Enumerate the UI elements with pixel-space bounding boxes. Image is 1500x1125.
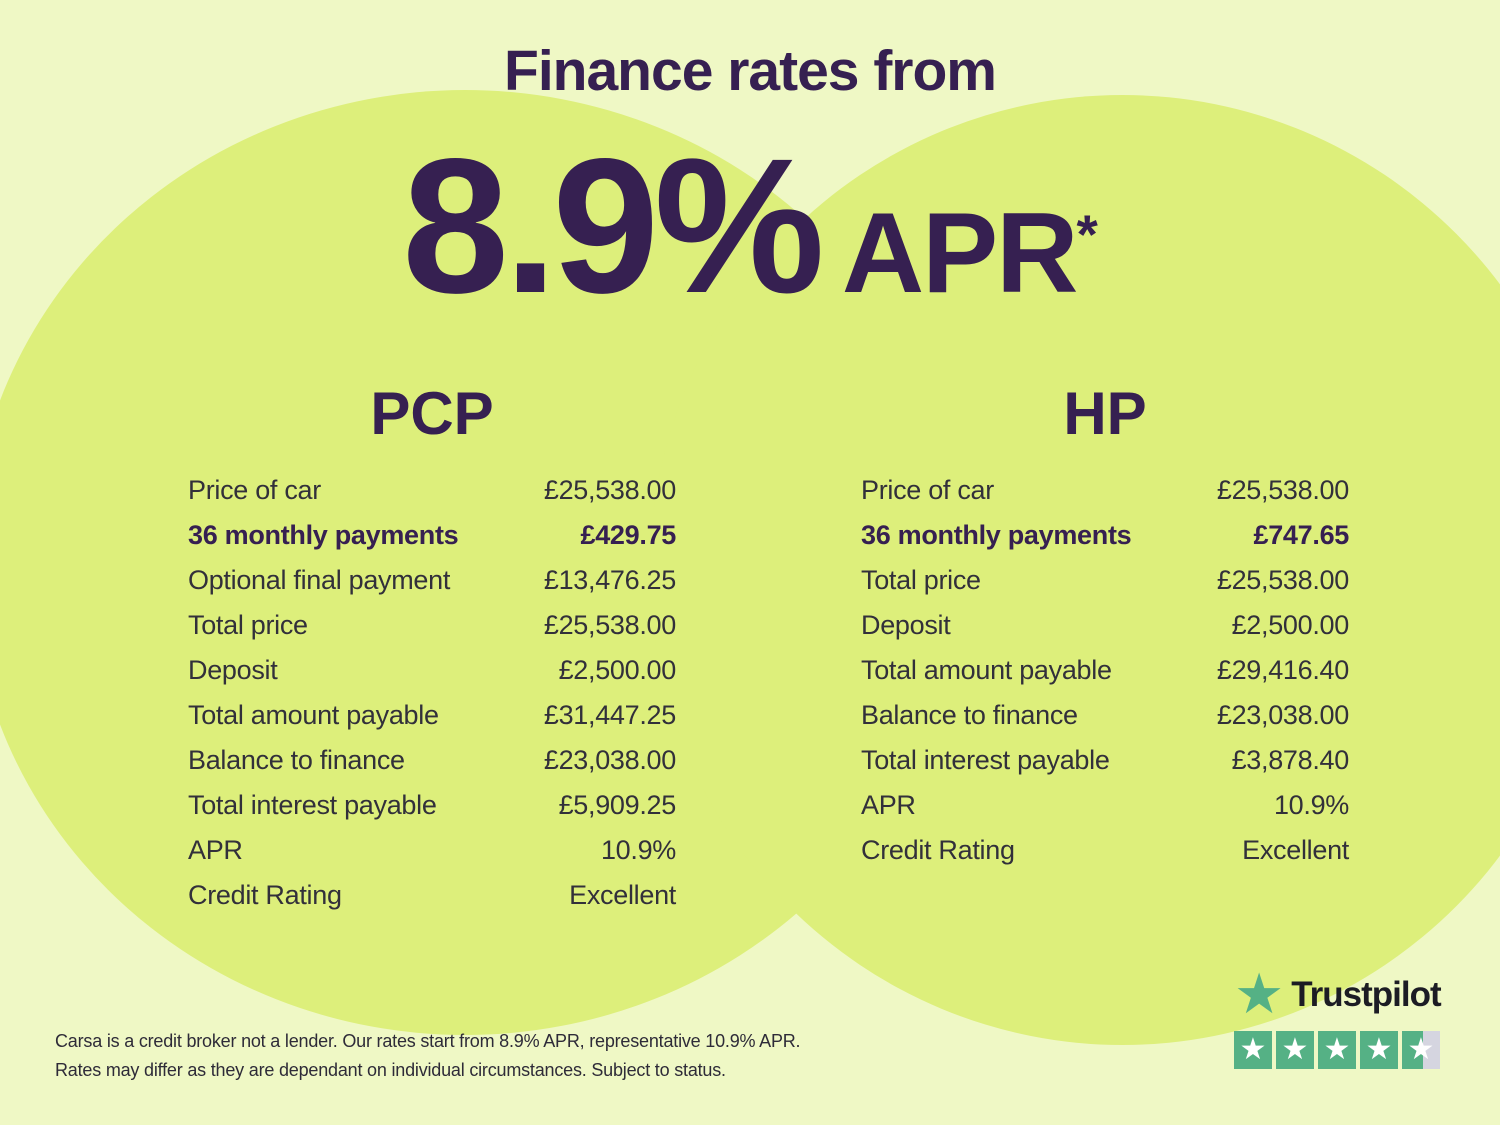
row-value: £23,038.00 [543, 745, 676, 775]
star-icon: ★ [1239, 1032, 1267, 1067]
hp-heading: HP [1063, 380, 1147, 447]
hero-rate-row: 8.9% APR* [0, 102, 1500, 322]
pcp-table: PCP Price of car £25,538.00 36 monthly p… [188, 384, 676, 918]
table-row: 36 monthly payments £429.75 [188, 513, 676, 558]
row-value: £747.65 [1253, 520, 1350, 550]
table-row: Deposit £2,500.00 [188, 648, 676, 693]
row-label: Total interest payable [188, 790, 437, 820]
star-icon: ★ [1281, 1032, 1309, 1067]
row-value: 10.9% [1273, 790, 1349, 820]
row-label: Price of car [188, 475, 321, 505]
table-row: Total amount payable £31,447.25 [188, 693, 676, 738]
table-row: 36 monthly payments £747.65 [861, 513, 1349, 558]
disclaimer: Carsa is a credit broker not a lender. O… [55, 1027, 801, 1085]
table-row: APR 10.9% [188, 828, 676, 873]
row-value: £25,538.00 [543, 475, 676, 505]
table-row: APR 10.9% [861, 783, 1349, 828]
row-value: £3,878.40 [1231, 745, 1350, 775]
table-row: Price of car £25,538.00 [861, 468, 1349, 513]
row-value: £2,500.00 [558, 655, 677, 685]
row-value: £25,538.00 [1216, 475, 1349, 505]
row-label: Deposit [188, 655, 278, 685]
trustpilot-brand-text: Trustpilot [1291, 975, 1441, 1014]
row-label: Total interest payable [861, 745, 1110, 775]
apr-asterisk: * [1076, 203, 1098, 265]
row-label: Credit Rating [861, 835, 1015, 865]
row-label: APR [188, 835, 243, 865]
row-value: £5,909.25 [558, 790, 677, 820]
table-row: Total interest payable £5,909.25 [188, 783, 676, 828]
rating-star-box-half: ★ [1402, 1031, 1440, 1069]
row-label: Deposit [861, 610, 951, 640]
rating-star-box: ★ [1234, 1031, 1272, 1069]
table-row: Price of car £25,538.00 [188, 468, 676, 513]
table-row: Balance to finance £23,038.00 [861, 693, 1349, 738]
row-value: Excellent [569, 880, 676, 910]
row-label: Total price [861, 565, 981, 595]
row-value: £2,500.00 [1231, 610, 1350, 640]
hp-table: HP Price of car £25,538.00 36 monthly pa… [861, 384, 1349, 873]
row-label: Balance to finance [188, 745, 405, 775]
table-row: Credit Rating Excellent [188, 873, 676, 918]
trustpilot-star-icon: ★ [1234, 962, 1285, 1027]
table-row: Total interest payable £3,878.40 [861, 738, 1349, 783]
row-label: Balance to finance [861, 700, 1078, 730]
row-value: £31,447.25 [543, 700, 676, 730]
hero-section: Finance rates from 8.9% APR* [0, 40, 1500, 322]
row-value: £429.75 [580, 520, 677, 550]
rate-value: 8.9% [402, 118, 825, 333]
apr-text: APR [841, 190, 1079, 317]
table-row: Optional final payment £13,476.25 [188, 558, 676, 603]
rating-star-box: ★ [1318, 1031, 1356, 1069]
row-label: Total amount payable [188, 700, 439, 730]
row-label: 36 monthly payments [861, 520, 1132, 550]
table-row: Deposit £2,500.00 [861, 603, 1349, 648]
pcp-heading: PCP [370, 380, 494, 447]
row-value: £25,538.00 [1216, 565, 1349, 595]
rating-star-box: ★ [1360, 1031, 1398, 1069]
star-icon: ★ [1407, 1032, 1435, 1067]
row-label: APR [861, 790, 916, 820]
table-row: Total price £25,538.00 [188, 603, 676, 648]
row-label: Credit Rating [188, 880, 342, 910]
hero-title: Finance rates from [504, 39, 997, 103]
row-label: Total amount payable [861, 655, 1112, 685]
row-value: Excellent [1242, 835, 1349, 865]
row-label: Total price [188, 610, 308, 640]
disclaimer-line-1: Carsa is a credit broker not a lender. O… [55, 1031, 801, 1051]
apr-label: APR* [842, 197, 1098, 311]
star-icon: ★ [1323, 1032, 1351, 1067]
trustpilot-widget: ★ Trustpilot ★ ★ ★ ★ ★ [1234, 962, 1442, 1069]
trustpilot-rating: ★ ★ ★ ★ ★ [1234, 1031, 1441, 1069]
row-value: £29,416.40 [1216, 655, 1349, 685]
background-circle-right [650, 95, 1500, 1045]
table-row: Balance to finance £23,038.00 [188, 738, 676, 783]
row-label: 36 monthly payments [188, 520, 459, 550]
row-value: £25,538.00 [543, 610, 676, 640]
disclaimer-line-2: Rates may differ as they are dependant o… [55, 1060, 726, 1080]
rating-star-box: ★ [1276, 1031, 1314, 1069]
row-value: £13,476.25 [543, 565, 676, 595]
row-label: Price of car [861, 475, 994, 505]
star-icon: ★ [1365, 1032, 1393, 1067]
trustpilot-logo: ★ Trustpilot [1234, 962, 1442, 1027]
row-value: 10.9% [600, 835, 676, 865]
row-value: £23,038.00 [1216, 700, 1349, 730]
table-row: Total price £25,538.00 [861, 558, 1349, 603]
table-row: Credit Rating Excellent [861, 828, 1349, 873]
table-row: Total amount payable £29,416.40 [861, 648, 1349, 693]
row-label: Optional final payment [188, 565, 451, 595]
